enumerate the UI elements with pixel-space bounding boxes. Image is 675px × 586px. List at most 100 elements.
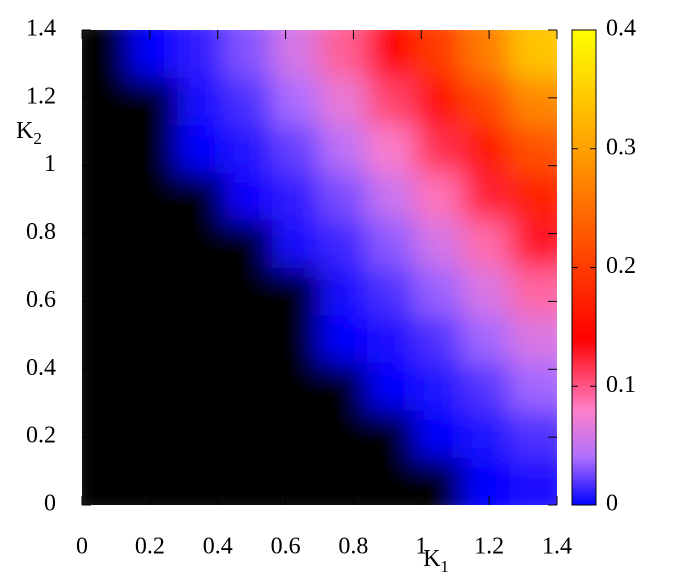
y-tick-label: 0 (44, 491, 56, 517)
x-label-sub: 1 (440, 557, 449, 576)
heat-cell (367, 30, 415, 78)
heat-cell (509, 410, 557, 458)
x-tick-label: 0.6 (271, 534, 301, 560)
heat-cell (462, 172, 510, 221)
heat-cell (414, 315, 463, 363)
heat-cell (367, 315, 415, 363)
heat-cell (414, 77, 463, 126)
heat-cell (319, 315, 368, 363)
heat-cell (129, 315, 178, 363)
heat-cell (177, 315, 225, 363)
heat-cell (319, 410, 368, 458)
y-tick-label: 1.2 (26, 83, 56, 109)
y-tick-label: 0.4 (26, 355, 56, 381)
heat-cell (462, 220, 510, 268)
heat-cell (272, 172, 320, 221)
heat-cell (129, 457, 178, 505)
heat-cell (224, 77, 273, 126)
heat-cell (462, 30, 510, 78)
heat-cell (414, 362, 463, 411)
colorbar-tick-label: 0 (606, 491, 618, 517)
heat-cell (414, 457, 463, 505)
heat-cell (224, 220, 273, 268)
heat-cell (319, 362, 368, 411)
colorbar-tick-label: 0.3 (606, 134, 636, 160)
heat-cell (319, 77, 368, 126)
x-tick-label: 1.4 (542, 534, 572, 560)
x-tick-label: 0.2 (135, 534, 165, 560)
heat-cell (224, 125, 273, 173)
heat-cell (177, 362, 225, 411)
heat-cell (82, 172, 130, 221)
heat-cell (367, 125, 415, 173)
heat-cell (82, 362, 130, 411)
heat-cell (129, 77, 178, 126)
y-tick-label: 0.6 (26, 287, 56, 313)
heat-cell (224, 315, 273, 363)
heat-cell (129, 220, 178, 268)
heat-cell (462, 125, 510, 173)
heat-cell (509, 125, 557, 173)
heat-cell (82, 267, 130, 316)
heat-cell (224, 457, 273, 505)
heat-cell (129, 410, 178, 458)
heat-cell (82, 457, 130, 505)
heat-cell (462, 315, 510, 363)
heat-cell (509, 220, 557, 268)
heat-cell (319, 457, 368, 505)
heat-cell (224, 267, 273, 316)
heat-cell (82, 125, 130, 173)
heat-cell (367, 267, 415, 316)
heat-cell (177, 457, 225, 505)
heat-cell (82, 315, 130, 363)
x-tick-label: 0.4 (203, 534, 233, 560)
y-tick-label: 0.2 (26, 423, 56, 449)
heat-cell (272, 77, 320, 126)
heat-cell (224, 30, 273, 78)
heat-cell (462, 410, 510, 458)
heat-cell (319, 125, 368, 173)
heat-cell (177, 220, 225, 268)
heat-cell (129, 267, 178, 316)
y-tick-label: 1.4 (26, 16, 56, 42)
heat-cell (224, 410, 273, 458)
heat-cell (367, 77, 415, 126)
heat-cell (462, 77, 510, 126)
y-label-text: K (16, 118, 34, 144)
x-label-text: K (423, 546, 441, 572)
heat-cell (224, 172, 273, 221)
heat-cell (177, 77, 225, 126)
heat-cell (414, 172, 463, 221)
y-axis-label: K2 (16, 118, 42, 148)
heat-cell (319, 220, 368, 268)
heat-cell (414, 30, 463, 78)
heat-cell (272, 220, 320, 268)
heat-cell (129, 30, 178, 78)
heat-cell (509, 30, 557, 78)
heat-cell (462, 362, 510, 411)
heat-cell (319, 267, 368, 316)
heat-cell (82, 410, 130, 458)
heat-cell (414, 410, 463, 458)
heat-cell (272, 457, 320, 505)
heat-cell (367, 220, 415, 268)
heat-cell (509, 267, 557, 316)
heat-cell (177, 172, 225, 221)
x-tick-label: 1.2 (474, 534, 504, 560)
heat-cell (177, 410, 225, 458)
heat-cell (82, 77, 130, 126)
x-tick-label: 0 (76, 534, 88, 560)
x-axis-label: K1 (423, 546, 449, 576)
heat-cell (224, 362, 273, 411)
x-tick-label: 0.8 (338, 534, 368, 560)
colorbar-tick-label: 0.1 (606, 372, 636, 398)
heat-cell (272, 315, 320, 363)
heat-cell (414, 267, 463, 316)
heat-cell (272, 267, 320, 316)
heat-cell (367, 457, 415, 505)
heat-cell (509, 457, 557, 505)
y-tick-label: 1 (44, 151, 56, 177)
heat-cell (509, 77, 557, 126)
heat-cell (177, 125, 225, 173)
heat-cell (272, 125, 320, 173)
